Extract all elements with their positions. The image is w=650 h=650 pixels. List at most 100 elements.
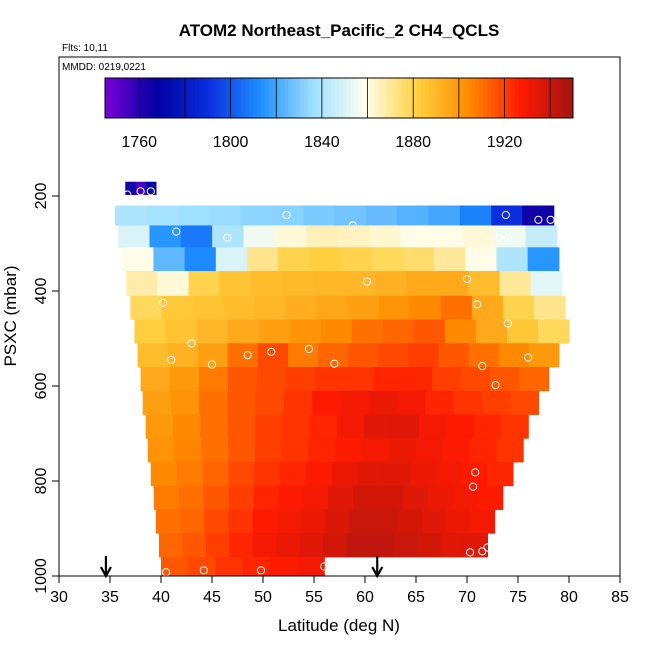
- sample-point: [534, 215, 543, 224]
- plot-frame: [58, 56, 621, 577]
- colorbar-segment: [303, 78, 309, 118]
- flights-label: Flts: 10,11: [62, 43, 108, 54]
- heatmap-cell: [378, 295, 411, 320]
- heatmap-cells: [115, 181, 570, 577]
- colorbar-segment: [565, 78, 570, 118]
- colorbar-segment: [229, 78, 235, 118]
- x-axis: 30 35 40 45 50 55 60 65 70 75 80 85: [50, 576, 629, 606]
- heatmap-cell: [170, 390, 200, 415]
- colorbar-segment: [452, 78, 457, 118]
- colorbar-segment: [424, 78, 430, 118]
- colorbar-segment: [362, 78, 367, 118]
- colorbar-segment: [366, 78, 371, 118]
- heatmap-cell: [118, 225, 151, 248]
- sample-point: [158, 298, 168, 307]
- heatmap-cell: [465, 247, 498, 272]
- heatmap-cell: [340, 390, 370, 415]
- heatmap-cell: [344, 271, 376, 297]
- heatmap-cell: [400, 225, 433, 248]
- colorbar-segment: [268, 78, 274, 118]
- y-tick-label: 400: [33, 278, 50, 305]
- colorbar-segment: [506, 78, 512, 118]
- heatmap-cell: [461, 462, 488, 487]
- heatmap-cell: [344, 367, 375, 392]
- x-tick-label: 30: [50, 589, 68, 606]
- colorbar-segment: [378, 78, 383, 118]
- colorbar-segment: [300, 78, 305, 118]
- colorbar-segment: [498, 78, 504, 118]
- colorbar-segment: [346, 78, 352, 118]
- colorbar-segment: [280, 78, 285, 118]
- heatmap-cell: [289, 319, 322, 344]
- sample-point: [146, 187, 155, 196]
- heatmap-cell: [335, 438, 363, 463]
- colorbar-segment: [526, 78, 531, 118]
- heatmap-cell: [122, 247, 155, 272]
- heatmap-cell: [150, 462, 178, 487]
- colorbar-segment: [124, 78, 129, 118]
- heatmap-cell: [440, 533, 465, 558]
- heatmap-cell: [243, 225, 276, 248]
- colorbar-segment: [549, 78, 554, 118]
- heatmap-cell: [212, 225, 245, 248]
- colorbar-segment: [350, 78, 356, 118]
- colorbar-segment: [518, 78, 523, 118]
- sample-point: [495, 233, 504, 242]
- colorbar-segment: [159, 78, 164, 118]
- heatmap-cell: [196, 319, 229, 344]
- colorbar-segment: [541, 78, 547, 118]
- sample-point: [320, 562, 329, 571]
- heatmap-cell: [500, 414, 529, 439]
- heatmap-cell: [303, 205, 335, 226]
- heatmap-cell: [373, 367, 404, 392]
- colorbar-segment: [491, 78, 496, 118]
- heatmap-cell: [312, 271, 345, 297]
- heatmap-cell: [198, 367, 229, 392]
- x-tick-label: 85: [611, 589, 629, 606]
- heatmap-cell: [487, 462, 514, 487]
- colorbar-segment: [561, 78, 566, 118]
- colorbar-segment: [448, 78, 453, 118]
- colorbar-segment: [530, 78, 535, 118]
- colorbar-segment: [225, 78, 231, 118]
- colorbar-segment: [510, 78, 515, 118]
- sample-point: [473, 300, 482, 309]
- heatmap-cell: [378, 343, 409, 368]
- colorbar-segment: [194, 78, 200, 118]
- heatmap-cell: [282, 414, 311, 439]
- heatmap-cell: [228, 367, 258, 392]
- heatmap-cell: [199, 390, 229, 415]
- heatmap-cell: [533, 295, 566, 320]
- heatmap-cell: [389, 438, 417, 463]
- heatmap-cell: [527, 247, 560, 272]
- heatmap-cell: [250, 271, 283, 297]
- heatmap-cell: [494, 225, 527, 248]
- heatmap-cell: [357, 462, 385, 487]
- heatmap-cell: [286, 367, 317, 392]
- heatmap-cell: [161, 557, 189, 577]
- heatmap-cell: [182, 533, 207, 558]
- heatmap-cell: [418, 414, 447, 439]
- arrow-head: [371, 566, 384, 579]
- colorbar-segment: [370, 78, 375, 118]
- heatmap-cell: [519, 367, 550, 392]
- sample-point: [243, 351, 252, 360]
- colorbar-segment: [522, 78, 527, 118]
- heatmap-cell: [431, 225, 464, 248]
- colorbar-segment: [502, 78, 508, 118]
- heatmap-cell: [147, 438, 176, 463]
- heatmap-cell: [145, 181, 157, 195]
- heatmap-cell: [227, 390, 257, 415]
- heatmap-cell: [427, 485, 454, 510]
- heatmap-cell: [347, 295, 380, 320]
- colorbar-segment: [120, 78, 125, 118]
- heatmap-cell: [173, 414, 201, 439]
- heatmap-cell: [469, 438, 497, 463]
- heatmap-cell: [468, 271, 501, 297]
- colorbar-segment: [475, 78, 480, 118]
- heatmap-cell: [157, 271, 190, 297]
- heatmap-cell: [393, 533, 418, 558]
- heatmap-cell: [197, 343, 229, 368]
- x-tick-label: 75: [509, 589, 527, 606]
